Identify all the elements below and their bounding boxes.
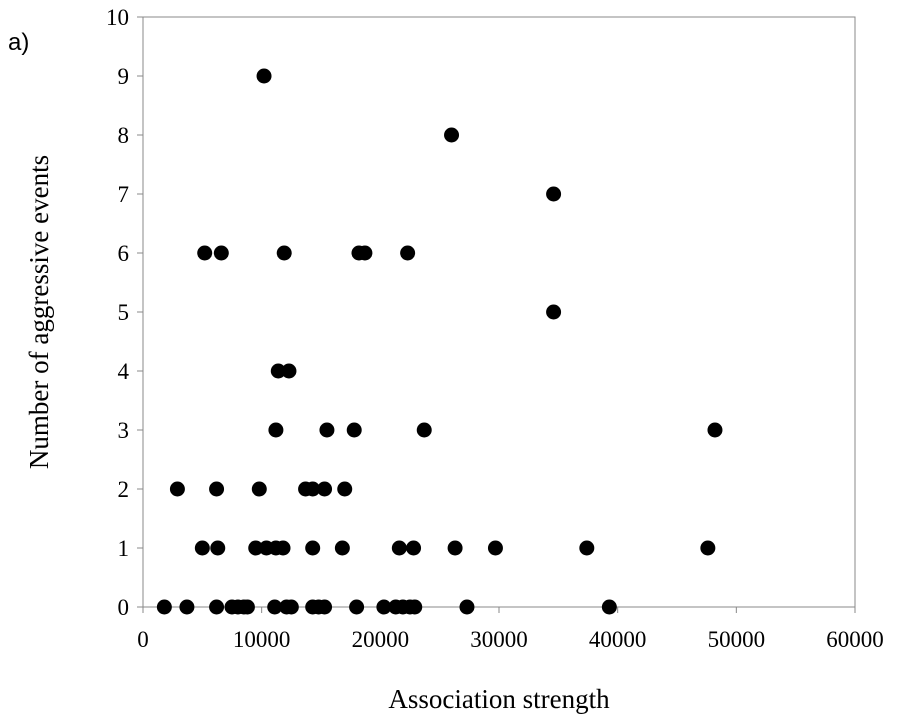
y-tick-label: 5	[118, 300, 130, 325]
plot-area-frame	[142, 16, 856, 608]
data-point	[546, 304, 562, 320]
data-point	[319, 422, 335, 438]
data-point	[270, 363, 286, 379]
data-point	[407, 599, 423, 615]
data-point	[406, 540, 422, 556]
data-points	[156, 68, 723, 615]
x-tick-label: 0	[137, 627, 149, 652]
y-tick-label: 6	[118, 241, 130, 266]
data-point	[210, 540, 226, 556]
x-tick-label: 40000	[589, 627, 647, 652]
data-point	[283, 599, 299, 615]
data-point	[546, 186, 562, 202]
data-point	[256, 68, 272, 84]
data-point	[334, 540, 350, 556]
x-tick-label: 60000	[826, 627, 884, 652]
data-point	[349, 599, 365, 615]
data-point	[376, 599, 392, 615]
y-tick-label: 9	[118, 64, 130, 89]
data-point	[447, 540, 463, 556]
data-point	[239, 599, 255, 615]
data-point	[281, 363, 297, 379]
data-point	[579, 540, 595, 556]
data-point	[700, 540, 716, 556]
data-point	[346, 422, 362, 438]
data-point	[194, 540, 210, 556]
data-point	[601, 599, 617, 615]
y-tick-label: 10	[106, 5, 129, 30]
x-axis: 0 10000 20000 30000 40000 50000 60000	[137, 607, 884, 652]
y-tick-label: 4	[118, 359, 130, 384]
data-point	[267, 599, 283, 615]
data-point	[357, 245, 373, 261]
data-point	[169, 481, 185, 497]
data-point	[487, 540, 503, 556]
data-point	[400, 245, 416, 261]
data-point	[305, 481, 321, 497]
y-tick-label: 0	[118, 595, 130, 620]
data-point	[276, 245, 292, 261]
data-point	[391, 540, 407, 556]
x-tick-label: 30000	[470, 627, 528, 652]
x-tick-label: 50000	[708, 627, 766, 652]
y-tick-label: 2	[118, 477, 130, 502]
x-tick-label: 10000	[233, 627, 291, 652]
data-point	[197, 245, 213, 261]
data-point	[156, 599, 172, 615]
data-point	[416, 422, 432, 438]
data-point	[248, 540, 264, 556]
x-tick-label: 20000	[352, 627, 410, 652]
data-point	[209, 481, 225, 497]
x-axis-title: Association strength	[388, 684, 610, 714]
data-point	[251, 481, 267, 497]
y-axis: 0 1 2 3 4 5 6 7 8 9 10	[106, 5, 143, 620]
data-point	[179, 599, 195, 615]
data-point	[305, 540, 321, 556]
data-point	[707, 422, 723, 438]
y-tick-label: 8	[118, 123, 130, 148]
y-tick-label: 7	[118, 182, 130, 207]
y-tick-label: 3	[118, 418, 130, 443]
data-point	[213, 245, 229, 261]
panel-label: a)	[8, 29, 29, 56]
data-point	[275, 540, 291, 556]
data-point	[268, 422, 284, 438]
data-point	[444, 127, 460, 143]
y-axis-title: Number of aggressive events	[24, 155, 54, 469]
data-point	[209, 599, 225, 615]
data-point	[317, 481, 333, 497]
data-point	[317, 599, 333, 615]
y-tick-label: 1	[118, 536, 130, 561]
data-point	[337, 481, 353, 497]
data-point	[459, 599, 475, 615]
